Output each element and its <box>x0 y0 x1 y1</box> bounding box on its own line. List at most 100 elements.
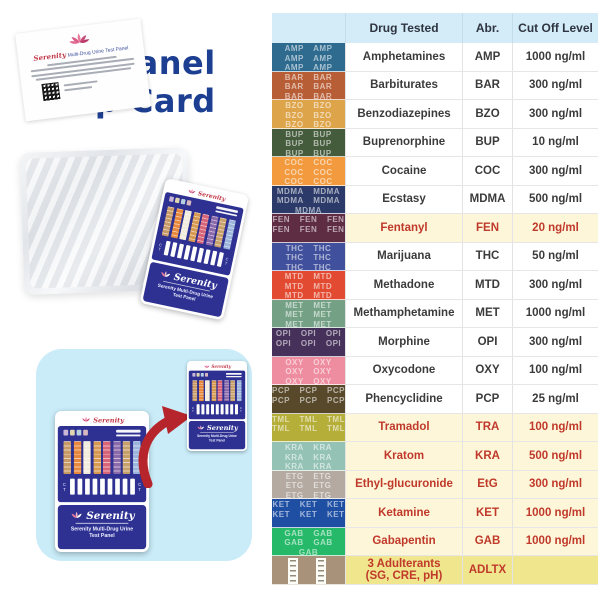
table-row: BZO BZO BZO BZO BZO BZO Benzodiazepines … <box>272 100 598 129</box>
header-abr: Abr. <box>462 13 512 43</box>
drug-cell: 3 Adulterants (SG, CRE, pH) <box>345 556 462 585</box>
drug-cell: Kratom <box>345 442 462 471</box>
card-footer: Serenity Serenity Multi-Drug Urine Test P… <box>142 261 229 318</box>
abr-cell: MDMA <box>462 185 512 214</box>
cutoff-cell: 500 ng/ml <box>512 185 598 214</box>
header-drug: Drug Tested <box>345 13 462 43</box>
abr-cell: MTD <box>462 271 512 300</box>
color-band: KET KET KET KET KET KET <box>272 499 345 528</box>
cutoff-cell: 25 ng/ml <box>512 385 598 414</box>
drug-cell: Amphetamines <box>345 43 462 72</box>
drug-cell: Gabapentin <box>345 527 462 556</box>
abr-cell: PCP <box>462 385 512 414</box>
pouch-label: Serenity Multi-Drug Urine Test Panel <box>15 18 151 122</box>
abr-cell: MET <box>462 299 512 328</box>
table-row-highlighted: KET KET KET KET KET KET Ketamine KET 100… <box>272 499 598 528</box>
cutoff-cell: 50 ng/ml <box>512 242 598 271</box>
drug-cell: Methamphetamine <box>345 299 462 328</box>
table-row-highlighted: GAB GAB GAB GAB GAB Gabapentin GAB 1000 … <box>272 527 598 556</box>
drug-cell: Morphine <box>345 328 462 357</box>
color-band: GAB GAB GAB GAB GAB <box>272 527 345 556</box>
table-row: MDMA MDMA MDMA MDMA MDMA Ecstasy MDMA 50… <box>272 185 598 214</box>
table-row-adulterants: 3 Adulterants (SG, CRE, pH) ADLTX <box>272 556 598 585</box>
cutoff-cell <box>512 556 598 585</box>
drug-cell: Barbiturates <box>345 71 462 100</box>
cutoff-cell: 300 ng/ml <box>512 271 598 300</box>
header-cutoff: Cut Off Level <box>512 13 598 43</box>
table-row: OXY OXY OXY OXY OXY OXY Oxycodone OXY 10… <box>272 356 598 385</box>
color-band: COC COC COC COC COC COC <box>272 157 345 186</box>
drug-cell: Benzodiazepines <box>345 100 462 129</box>
table-row: BUP BUP BUP BUP BUP BUP Buprenorphine BU… <box>272 128 598 157</box>
cutoff-cell: 100 ng/ml <box>512 413 598 442</box>
cutoff-cell: 1000 ng/ml <box>512 527 598 556</box>
color-band: TML TML TML TML TML TML <box>272 413 345 442</box>
table-row: COC COC COC COC COC COC Cocaine COC 300 … <box>272 157 598 186</box>
cutoff-cell: 1000 ng/ml <box>512 43 598 72</box>
table-row: MTD MTD MTD MTD MTD MTD Methadone MTD 30… <box>272 271 598 300</box>
cutoff-cell: 300 ng/ml <box>512 328 598 357</box>
cutoff-cell: 20 ng/ml <box>512 214 598 243</box>
cutoff-cell: 1000 ng/ml <box>512 499 598 528</box>
color-band: MDMA MDMA MDMA MDMA MDMA <box>272 185 345 214</box>
lotus-logo-icon <box>71 511 82 519</box>
drug-cell: Ecstasy <box>345 185 462 214</box>
card-header: Serenity <box>189 363 245 371</box>
brand-name: Serenity <box>93 415 124 425</box>
abr-cell: OPI <box>462 328 512 357</box>
adulterant-test-strip <box>316 558 326 584</box>
drug-cell: Oxycodone <box>345 356 462 385</box>
brand-name: Serenity <box>211 364 232 370</box>
color-band: BAR BAR BAR BAR BAR BAR <box>272 71 345 100</box>
color-band: BUP BUP BUP BUP BUP BUP <box>272 128 345 157</box>
table-row: OPI OPI OPI OPI OPI OPI Morphine OPI 300… <box>272 328 598 357</box>
cutoff-cell: 300 ng/ml <box>512 100 598 129</box>
abr-cell: BAR <box>462 71 512 100</box>
color-band: AMP AMP AMP AMP AMP AMP <box>272 43 345 72</box>
lotus-logo-icon <box>188 188 196 194</box>
table-row: THC THC THC THC THC THC Marijuana THC 50… <box>272 242 598 271</box>
header-band-spacer <box>272 13 345 43</box>
cutoff-cell: 300 ng/ml <box>512 157 598 186</box>
lotus-logo-icon <box>69 33 90 44</box>
table-row-highlighted: TML TML TML TML TML TML Tramadol TRA 100… <box>272 413 598 442</box>
abr-cell: GAB <box>462 527 512 556</box>
color-band: KRA KRA KRA KRA KRA KRA <box>272 442 345 471</box>
card-footer-text: Serenity Multi-Drug Urine Test Panel <box>70 526 134 539</box>
abr-cell: BZO <box>462 100 512 129</box>
table-row-highlighted: FEN FEN FEN FEN FEN FEN Fentanyl FEN 20 … <box>272 214 598 243</box>
lotus-logo-icon <box>161 271 171 277</box>
color-band: MTD MTD MTD MTD MTD MTD <box>272 271 345 300</box>
abr-cell: EtG <box>462 470 512 499</box>
card-header: Serenity <box>166 181 246 208</box>
table-header: Drug Tested Abr. Cut Off Level <box>272 13 598 43</box>
cutoff-cell: 10 ng/ml <box>512 128 598 157</box>
color-band: PCP PCP PCP PCP PCP PCP <box>272 385 345 414</box>
table-row: PCP PCP PCP PCP PCP PCP Phencyclidine PC… <box>272 385 598 414</box>
cutoff-cell: 300 ng/ml <box>512 71 598 100</box>
brand-name: Serenity <box>86 509 135 522</box>
color-band: BZO BZO BZO BZO BZO BZO <box>272 100 345 129</box>
table-row: AMP AMP AMP AMP AMP AMP Amphetamines AMP… <box>272 43 598 72</box>
abr-cell: KET <box>462 499 512 528</box>
color-band: FEN FEN FEN FEN FEN FEN <box>272 214 345 243</box>
card-footer-text: Serenity Multi-Drug Urine Test Panel <box>197 434 237 443</box>
abr-cell: FEN <box>462 214 512 243</box>
abr-cell: BUP <box>462 128 512 157</box>
abr-cell: THC <box>462 242 512 271</box>
abr-cell: ADLTX <box>462 556 512 585</box>
lotus-logo-icon <box>197 425 205 430</box>
adulterant-test-strip <box>288 558 298 584</box>
cutoff-cell: 300 ng/ml <box>512 470 598 499</box>
abr-cell: AMP <box>462 43 512 72</box>
drug-cell: Buprenorphine <box>345 128 462 157</box>
